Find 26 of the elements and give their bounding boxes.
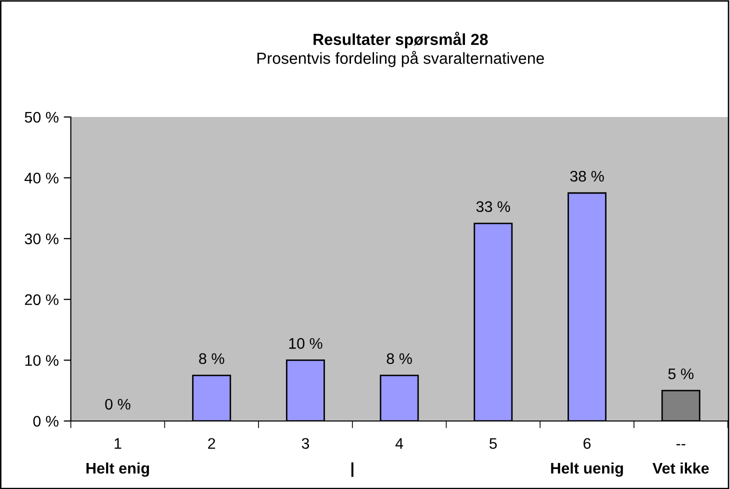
data-label: 38 % (570, 170, 604, 182)
x-tick-label: 3 (302, 438, 310, 449)
x-tick-label: 2 (208, 438, 216, 449)
data-label: 0 % (105, 398, 130, 410)
x-tick-label: 6 (584, 438, 591, 449)
text: Vet ikke (652, 462, 709, 474)
text: Helt uenig (551, 462, 623, 477)
x-tick-label: -- (676, 444, 686, 446)
y-tick-label: 50 % (24, 112, 58, 123)
chart-title: Resultater spørsmål 28 (314, 32, 488, 48)
data-label: 8 % (199, 353, 224, 364)
text: | (351, 462, 354, 477)
y-tick-label: 40 % (24, 172, 58, 184)
y-tick-label: 20 % (24, 294, 58, 306)
y-tick-label: 10 % (25, 355, 58, 366)
x-tick-label: 5 (490, 438, 497, 449)
data-label: 33 % (476, 201, 510, 212)
x-tick-label: 1 (114, 438, 122, 449)
data-label: 5 % (668, 368, 694, 380)
data-label: 8 % (386, 353, 412, 364)
y-tick-label: 0 % (33, 416, 58, 427)
text: Helt enig (86, 462, 149, 477)
chart-subtitle: Prosentvis fordeling på svaralternativene (257, 50, 544, 68)
x-tick-label: 4 (395, 438, 404, 449)
data-label: 10 % (289, 338, 322, 349)
y-tick-label: 30 % (24, 233, 58, 244)
